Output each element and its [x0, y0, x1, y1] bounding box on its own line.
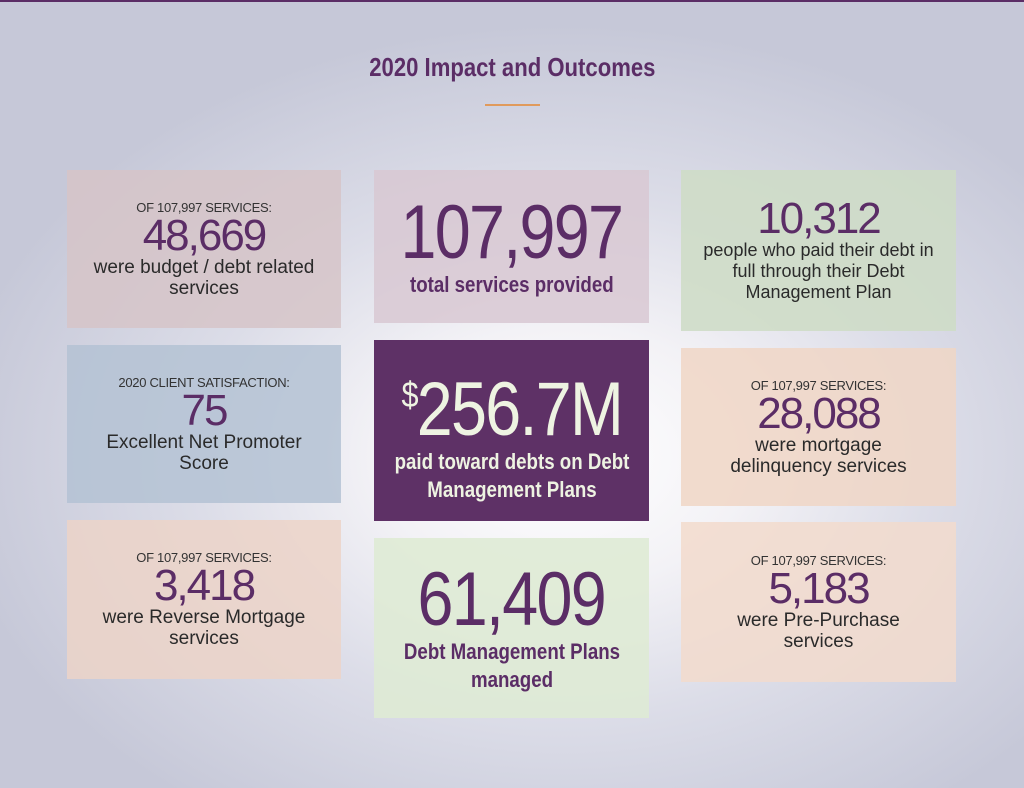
card-description: paid toward debts on Debt Management Pla…: [394, 449, 629, 502]
card-number: $256.7M: [401, 367, 623, 452]
card-paid-in-full: 10,312 people who paid their debt in ful…: [681, 170, 956, 331]
card-number: 10,312: [757, 194, 882, 243]
card-number: 28,088: [757, 388, 882, 438]
card-total-services: 107,997 total services provided: [374, 170, 649, 323]
card-number: 5,183: [768, 563, 870, 613]
card-number: 61,409: [417, 557, 607, 642]
card-budget-services: OF 107,997 SERVICES: 48,669 were budget …: [67, 170, 341, 328]
card-prefix: OF 107,997 SERVICES:: [136, 199, 272, 215]
card-description: were Reverse Mortgage services: [102, 607, 306, 649]
card-amount-paid: $256.7M paid toward debts on Debt Manage…: [374, 340, 649, 521]
card-description: were Pre-Purchase services: [737, 609, 900, 652]
card-prefix: OF 107,997 SERVICES:: [136, 550, 272, 565]
currency-symbol: $: [401, 374, 418, 415]
card-plans-managed: 61,409 Debt Management Plans managed: [374, 538, 649, 718]
card-description: were mortgage delinquency services: [730, 434, 907, 477]
card-client-satisfaction: 2020 CLIENT SATISFACTION: 75 Excellent N…: [67, 345, 341, 503]
card-prefix: OF 107,997 SERVICES:: [750, 552, 887, 568]
card-reverse-mortgage: OF 107,997 SERVICES: 3,418 were Reverse …: [67, 520, 341, 679]
card-description: Debt Management Plans managed: [403, 639, 620, 692]
card-description: total services provided: [409, 271, 614, 297]
card-description: people who paid their debt in full throu…: [703, 240, 934, 302]
card-prefix: OF 107,997 SERVICES:: [750, 377, 887, 393]
card-number: 3,418: [153, 561, 256, 610]
card-mortgage-delinquency: OF 107,997 SERVICES: 28,088 were mortgag…: [681, 348, 956, 506]
card-number: 48,669: [142, 210, 268, 260]
card-prefix: 2020 CLIENT SATISFACTION:: [118, 374, 290, 390]
page-title: 2020 Impact and Outcomes: [368, 52, 656, 82]
card-number: 107,997: [400, 189, 624, 275]
title-underline: [485, 104, 540, 106]
card-description: were budget / debt related services: [93, 256, 315, 299]
card-number: 75: [181, 385, 229, 435]
card-description: Excellent Net Promoter Score: [106, 431, 302, 474]
card-pre-purchase: OF 107,997 SERVICES: 5,183 were Pre-Purc…: [681, 522, 956, 682]
